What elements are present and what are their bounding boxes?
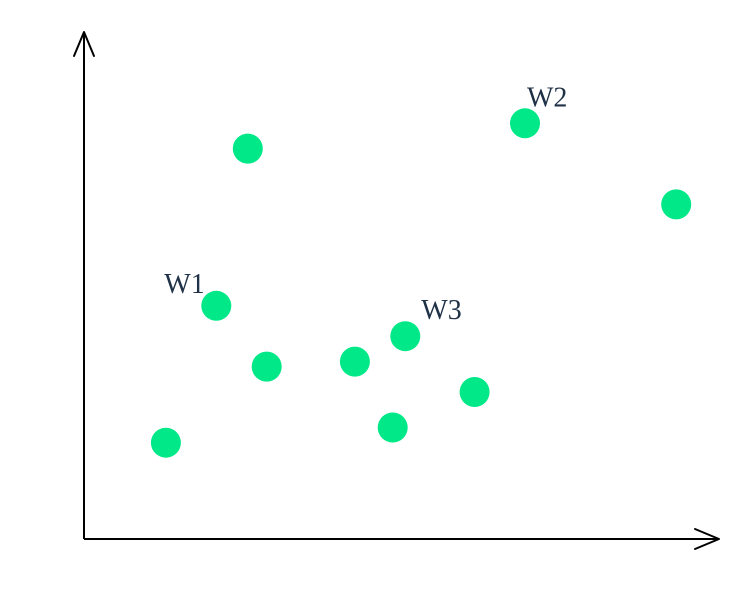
scatter-point-7 (390, 321, 421, 352)
y-axis-arrow (73, 31, 95, 57)
point-label-w2: W2 (527, 82, 567, 113)
scatter-point-9 (510, 108, 540, 139)
scatter-point-8 (459, 377, 490, 407)
scatter-point-5 (339, 346, 370, 377)
scatter-point-1 (150, 427, 181, 458)
data-points (150, 108, 692, 458)
point-label-w1: W1 (164, 269, 204, 300)
scatter-point-10 (661, 189, 692, 220)
scatter-point-4 (251, 351, 282, 382)
scatter-point-6 (377, 412, 408, 443)
point-labels: W1 W3 W2 (164, 82, 567, 326)
scatter-point-3 (232, 133, 263, 164)
point-label-w3: W3 (421, 295, 461, 326)
x-axis-arrow (694, 528, 720, 550)
scatter-point-2 (201, 290, 232, 321)
axes (73, 31, 720, 550)
